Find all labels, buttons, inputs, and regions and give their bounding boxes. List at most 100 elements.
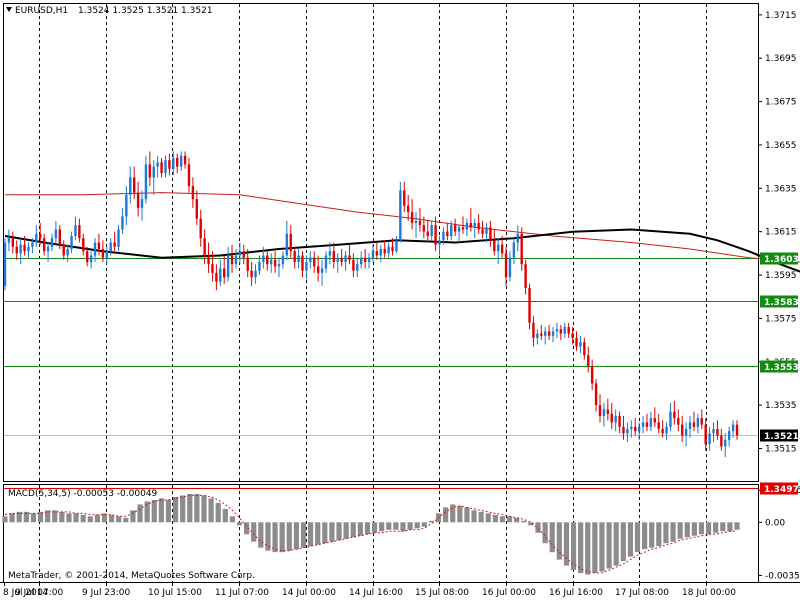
macd-bar — [215, 502, 221, 523]
time-tick-label: 8 Jul 2014 — [3, 588, 48, 598]
candle — [23, 235, 26, 256]
macd-bar — [165, 499, 172, 523]
candle-body — [649, 418, 653, 427]
candle-body — [457, 227, 461, 232]
candle-body — [630, 426, 633, 429]
macd-bar — [386, 522, 392, 530]
candle-body — [187, 164, 191, 187]
candle — [594, 379, 598, 412]
candle — [301, 251, 304, 278]
candle-body — [101, 249, 105, 258]
candle — [207, 242, 210, 273]
candle — [563, 322, 566, 338]
price-tick-label: 1.3655 — [765, 141, 797, 151]
candle-body — [297, 255, 300, 263]
macd-bar — [16, 511, 22, 523]
candle-body — [223, 268, 226, 278]
fast-moving-average-line — [4, 228, 800, 273]
candle — [426, 220, 429, 243]
candle-body — [450, 225, 453, 236]
candle-body — [117, 229, 120, 247]
macd-bar — [521, 520, 527, 523]
candle-body — [156, 162, 159, 167]
candle — [379, 244, 382, 263]
candle-body — [575, 337, 578, 347]
dropdown-triangle-icon[interactable] — [6, 7, 12, 12]
candle — [473, 218, 476, 239]
candle — [442, 227, 445, 245]
macd-bar — [2, 516, 8, 523]
level-tag-label: 1.3603 — [764, 255, 799, 265]
candle — [7, 229, 11, 252]
candle — [31, 238, 34, 254]
candle — [74, 216, 77, 241]
macd-axis[interactable]: 0.002150.00-0.00356 — [758, 486, 800, 581]
candle — [27, 242, 30, 258]
candle-body — [148, 164, 152, 178]
macd-bar — [350, 522, 356, 538]
candle — [293, 246, 296, 269]
candle — [176, 153, 179, 174]
moving-averages-layer — [4, 192, 800, 273]
candle — [579, 335, 582, 354]
candle-body — [125, 194, 128, 217]
candle-body — [618, 415, 621, 427]
candle-body — [661, 428, 664, 434]
macd-bar — [80, 514, 86, 523]
macd-bar — [393, 522, 399, 530]
candle-body — [520, 233, 523, 265]
candle — [395, 235, 398, 254]
candle — [136, 181, 140, 217]
candle — [113, 231, 116, 252]
candle — [485, 222, 488, 243]
candle — [125, 186, 128, 226]
candle-body — [191, 186, 195, 200]
candle-body — [238, 251, 242, 256]
macd-bar — [407, 522, 413, 530]
candle — [677, 409, 680, 432]
macd-bar — [151, 499, 157, 523]
candle-body — [399, 190, 402, 241]
price-tick-label: 1.3635 — [765, 184, 797, 194]
candle — [277, 257, 281, 278]
candle — [172, 151, 175, 176]
candle — [39, 222, 42, 245]
time-tick-label: 10 Jul 15:00 — [148, 588, 202, 598]
candle-body — [485, 227, 488, 234]
candle — [19, 238, 22, 265]
candle-body — [418, 220, 422, 226]
macd-bar — [670, 522, 676, 542]
candle — [336, 253, 339, 273]
candle-body — [348, 255, 351, 260]
candle — [363, 249, 367, 269]
level-tag-label: 1.3521 — [764, 432, 799, 442]
candle — [493, 229, 496, 256]
candle-body — [234, 255, 238, 265]
macd-bar — [109, 514, 115, 523]
macd-tick-label: -0.00356 — [765, 571, 800, 581]
candle — [555, 322, 559, 338]
price-axis[interactable]: 1.3715 1.3695 1.3675 1.3655 1.3635 1.3615 1.35… — [758, 11, 797, 455]
price-panel-frame — [3, 3, 759, 482]
candle-body — [559, 329, 563, 334]
candle — [367, 253, 371, 269]
candle — [637, 422, 641, 440]
candle-body — [89, 255, 93, 263]
candle-body — [461, 227, 465, 230]
candle — [700, 409, 703, 429]
candle — [160, 157, 163, 178]
candle-body — [579, 342, 582, 347]
candle-body — [724, 439, 727, 447]
macd-bar — [698, 522, 705, 535]
candle — [497, 238, 500, 265]
macd-bar — [293, 522, 299, 550]
candle-body — [653, 418, 656, 423]
candle — [481, 220, 484, 239]
candle — [371, 244, 375, 263]
macd-bar — [371, 522, 378, 533]
macd-bar — [400, 522, 406, 532]
candle — [211, 251, 214, 282]
